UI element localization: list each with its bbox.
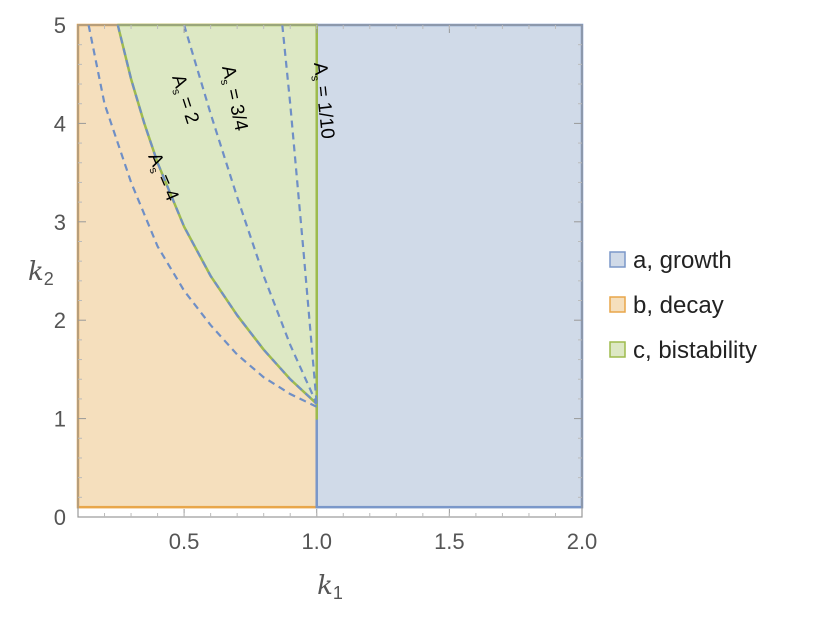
x-tick-label: 0.5	[169, 529, 200, 554]
y-tick-label: 3	[54, 210, 66, 235]
x-tick-label: 1.0	[301, 529, 332, 554]
region-growth	[315, 23, 584, 509]
ticks-layer: 0.5 1.0 1.5 2.0 0 1 2 3 4 5	[54, 13, 598, 554]
boundary-curve-2	[116, 24, 318, 405]
y-tick-label: 0	[54, 505, 66, 530]
legend-label-3: c, bistability	[633, 337, 757, 364]
legend-label-2: b, decay	[633, 292, 724, 319]
boundary-curves-layer	[87, 24, 318, 408]
boundary-curve-1	[87, 24, 318, 408]
y-axis-label: k2	[28, 257, 54, 289]
y-tick-label: 4	[54, 111, 66, 136]
x-tick-label: 2.0	[567, 529, 598, 554]
region-layer	[76, 23, 584, 509]
legend-swatch-3	[609, 341, 626, 358]
boundary-curve-4	[281, 24, 318, 404]
y-tick-label: 2	[54, 308, 66, 333]
x-axis-label: k1	[317, 571, 343, 603]
legend: a, growth b, decay c, bistability	[609, 247, 757, 364]
legend-swatch-1	[609, 251, 626, 268]
plot-frame	[77, 24, 583, 518]
y-tick-label: 1	[54, 407, 66, 432]
boundary-curve-3	[183, 24, 318, 405]
x-tick-label: 1.5	[434, 529, 465, 554]
y-tick-label: 5	[54, 13, 66, 38]
legend-label-1: a, growth	[633, 247, 732, 274]
legend-swatch-2	[609, 296, 626, 313]
